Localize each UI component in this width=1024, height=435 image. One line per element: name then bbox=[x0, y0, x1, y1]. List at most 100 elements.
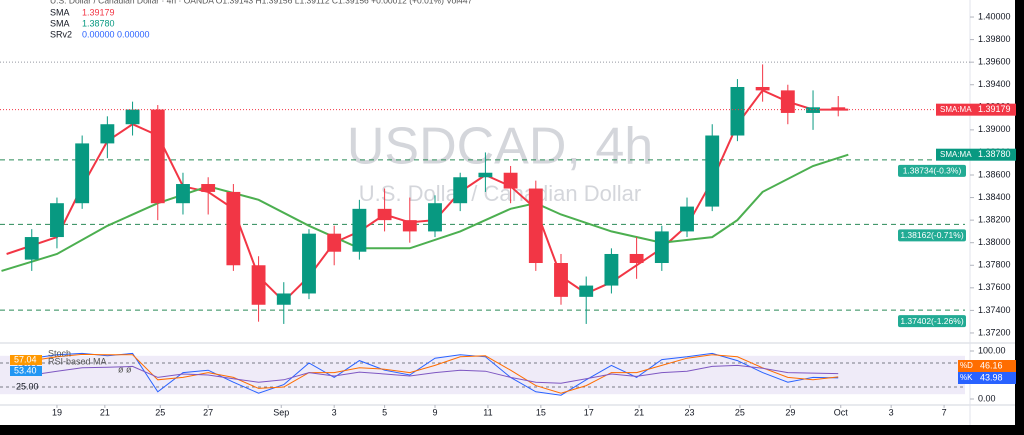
candle-body bbox=[453, 177, 468, 204]
candle-body bbox=[226, 191, 241, 266]
y-tick-label: 1.39800 bbox=[978, 34, 1011, 44]
candle-body bbox=[402, 220, 417, 232]
y-tick-label: 1.39600 bbox=[978, 57, 1011, 67]
candle-body bbox=[75, 143, 90, 204]
x-tick-label: 3 bbox=[332, 407, 337, 417]
osc-title: Stoch bbox=[48, 348, 71, 358]
price-label-name: SMA:MA bbox=[940, 105, 972, 114]
price-label-value: 1.39179 bbox=[978, 104, 1011, 114]
level-box bbox=[898, 229, 966, 242]
y-tick-label: 1.37800 bbox=[978, 260, 1011, 270]
candle-body bbox=[478, 172, 493, 178]
y-tick-label: 1.37600 bbox=[978, 282, 1011, 292]
x-tick-label: 29 bbox=[785, 407, 795, 417]
osc-line bbox=[31, 352, 839, 396]
osc-label-box bbox=[958, 372, 1016, 384]
level-label: 1.38162(-0.71%) bbox=[900, 230, 963, 240]
sma-line bbox=[1, 153, 849, 272]
level-box bbox=[898, 315, 966, 328]
indicator-name: SMA bbox=[50, 7, 70, 17]
x-tick-label: 21 bbox=[634, 407, 644, 417]
osc-markers: ø ø bbox=[118, 364, 132, 374]
candle-body bbox=[629, 253, 644, 264]
candle-body bbox=[428, 203, 442, 232]
candle-body bbox=[352, 208, 367, 252]
candle-body bbox=[579, 285, 594, 297]
candle-body bbox=[24, 237, 39, 260]
x-tick-label: 15 bbox=[536, 407, 546, 417]
candle-body bbox=[176, 184, 190, 204]
y-tick-label: 1.39400 bbox=[978, 79, 1011, 89]
candle-body bbox=[831, 107, 846, 110]
y-tick-label: 0.00 bbox=[978, 393, 996, 403]
y-tick-label: 1.38000 bbox=[978, 237, 1011, 247]
price-label-value: 1.38780 bbox=[978, 149, 1011, 159]
candle-body bbox=[705, 135, 720, 207]
candle-body bbox=[377, 208, 392, 221]
price-label-box bbox=[936, 103, 1016, 116]
indicator-value: 0.00000 0.00000 bbox=[82, 29, 150, 39]
candle-body bbox=[125, 109, 140, 125]
header: U.S. Dollar / Canadian Dollar · 4h · OAN… bbox=[50, 0, 473, 5]
indicator-name: SRv2 bbox=[50, 29, 72, 39]
y-tick-label: 1.39000 bbox=[978, 124, 1011, 134]
candle-body bbox=[503, 172, 518, 189]
osc-line bbox=[31, 364, 839, 384]
candle-body bbox=[251, 265, 266, 305]
level-box bbox=[898, 164, 966, 177]
candle-body bbox=[554, 263, 568, 297]
x-tick-label: Oct bbox=[834, 407, 849, 417]
band-label: 25.00 bbox=[16, 381, 39, 391]
x-tick-label: 5 bbox=[382, 407, 387, 417]
candle-body bbox=[100, 124, 115, 144]
candle-body bbox=[654, 231, 669, 264]
y-tick-label: 1.38200 bbox=[978, 215, 1011, 225]
x-tick-label: 3 bbox=[889, 407, 894, 417]
indicator-value: 1.39179 bbox=[82, 7, 115, 17]
x-tick-label: 17 bbox=[584, 407, 594, 417]
osc-legend: RSI-based MA bbox=[48, 356, 107, 366]
price-label-name: SMA:MA bbox=[940, 150, 972, 159]
indicator-value: 1.38780 bbox=[82, 18, 115, 28]
candle-body bbox=[680, 206, 694, 232]
osc-label-value: 43.98 bbox=[980, 372, 1003, 382]
osc-line bbox=[31, 353, 839, 394]
x-tick-label: 11 bbox=[483, 407, 492, 417]
x-tick-label: 27 bbox=[203, 407, 213, 417]
y-tick-label: 1.40000 bbox=[978, 11, 1011, 21]
candle-body bbox=[755, 86, 770, 91]
level-label: 1.38734(-0.3%) bbox=[903, 166, 962, 176]
background bbox=[0, 0, 1015, 425]
watermark: USDCAD, 4h bbox=[347, 118, 653, 176]
osc-label-name: %D bbox=[960, 361, 973, 370]
candle-body bbox=[604, 253, 619, 286]
x-tick-label: 9 bbox=[432, 407, 437, 417]
level-label: 1.37402(-1.26%) bbox=[900, 316, 963, 326]
candle-body bbox=[276, 293, 291, 305]
candle-body bbox=[50, 203, 64, 238]
candle-body bbox=[780, 90, 795, 113]
x-tick-label: 19 bbox=[52, 407, 62, 417]
osc-label-name: %K bbox=[960, 373, 973, 382]
osc-label-box bbox=[958, 360, 1016, 372]
side-label-box bbox=[10, 355, 42, 365]
price-label-box bbox=[936, 148, 1016, 161]
x-tick-label: Sep bbox=[273, 407, 289, 417]
candle-body bbox=[528, 188, 543, 264]
candle-body bbox=[150, 109, 165, 204]
band-fill bbox=[0, 355, 965, 395]
candle-body bbox=[201, 184, 216, 192]
y-tick-label: 100.00 bbox=[978, 345, 1006, 355]
side-label: 53.40 bbox=[14, 365, 37, 375]
x-tick-label: 21 bbox=[100, 407, 110, 417]
side-label-box bbox=[10, 366, 42, 376]
candle-body bbox=[730, 86, 745, 136]
y-tick-label: 1.37400 bbox=[978, 305, 1011, 315]
y-tick-label: 1.37200 bbox=[978, 327, 1011, 337]
candle-body bbox=[327, 233, 342, 252]
y-tick-label: 1.38600 bbox=[978, 169, 1011, 179]
x-tick-label: 25 bbox=[735, 407, 745, 417]
x-tick-label: 23 bbox=[685, 407, 695, 417]
